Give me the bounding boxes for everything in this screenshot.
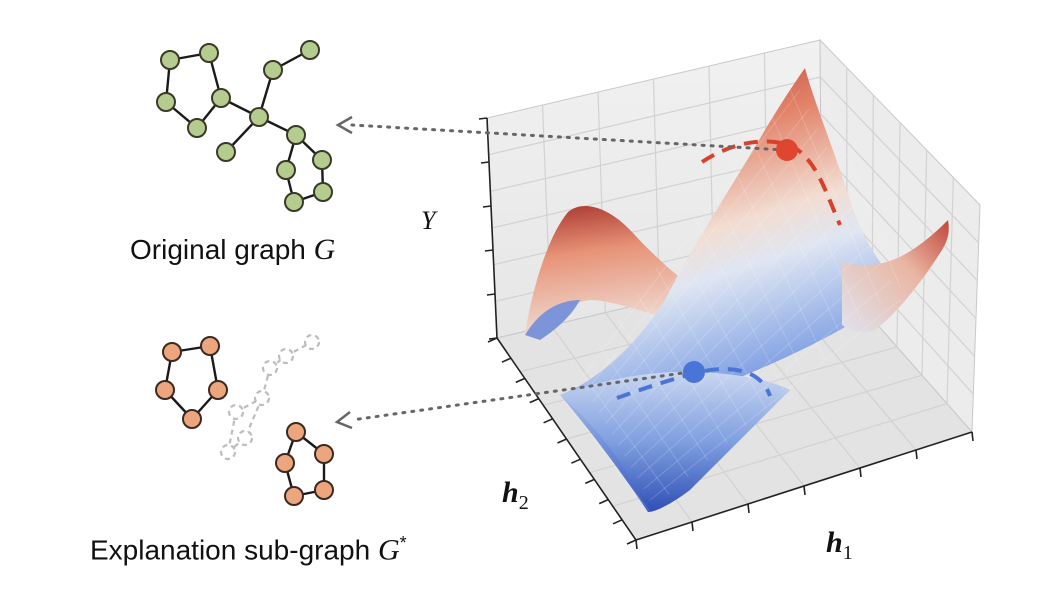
ghost-node [238, 431, 252, 445]
h2-tick [544, 419, 553, 423]
ghost-node [221, 445, 235, 459]
subgraph-node [315, 481, 333, 499]
original-caption-text: Original graph [130, 234, 314, 265]
y-tick [481, 162, 489, 163]
explanation-caption-text: Explanation sub-graph [90, 534, 378, 565]
h2-tick [613, 520, 622, 524]
h2-tick [516, 378, 525, 382]
original-graph-caption: Original graph G [130, 233, 335, 267]
h2-tick [558, 439, 567, 443]
h2-tick [571, 459, 580, 463]
explanation-caption-symbol: G [378, 533, 400, 566]
explanation-subgraph [156, 335, 333, 505]
graph-node [200, 44, 218, 62]
graph-node [313, 151, 331, 169]
subgraph-node [201, 337, 219, 355]
h2-tick [502, 358, 511, 362]
y-tick [487, 294, 495, 295]
graph-node [250, 108, 268, 126]
subgraph-node [287, 423, 305, 441]
h1-tick [748, 504, 749, 513]
y-tick [479, 118, 487, 119]
y-axis-label: Y [421, 206, 435, 236]
h1-tick [972, 432, 973, 441]
h2-tick [530, 399, 539, 403]
graph-node [264, 61, 282, 79]
graph-node [217, 143, 235, 161]
h2-label-base: h [502, 476, 519, 509]
original-caption-symbol: G [314, 233, 336, 266]
blue-point [683, 361, 705, 383]
explanation-caption-sup: * [400, 533, 407, 553]
subgraph-node [315, 445, 333, 463]
pointer-arrowhead-bottom [337, 412, 352, 428]
ghost-node [255, 391, 269, 405]
removed-part-ghost [221, 335, 319, 459]
ghost-node [263, 361, 277, 375]
graph-node [287, 126, 305, 144]
graph-node [161, 51, 179, 69]
y-tick [485, 250, 493, 251]
subgraph-node [285, 487, 303, 505]
h2-tick [585, 479, 594, 483]
h1-label-base: h [826, 526, 843, 559]
y-tick [483, 206, 491, 207]
graph-node [285, 193, 303, 211]
explanation-nodes [156, 337, 333, 505]
h1-tick [692, 522, 693, 531]
graph-node [277, 161, 295, 179]
graph-node [301, 41, 319, 59]
h1-tick [916, 450, 917, 459]
h2-tick [627, 540, 636, 544]
h1-tick [804, 486, 805, 495]
pointer-arrowhead-top [338, 117, 352, 133]
ghost-node [229, 405, 243, 419]
subgraph-node [156, 381, 174, 399]
subgraph-node [209, 381, 227, 399]
graph-node [157, 93, 175, 111]
original-graph [157, 41, 332, 211]
h1-tick [636, 540, 637, 549]
ghost-node [279, 349, 293, 363]
graph-node [188, 119, 206, 137]
h1-label-sub: 1 [843, 542, 853, 564]
red-point [776, 139, 798, 161]
h2-tick [599, 500, 608, 504]
h2-axis-label: h2 [502, 476, 529, 515]
subgraph-node [183, 410, 201, 428]
subgraph-node [276, 454, 294, 472]
original-graph-nodes [157, 41, 332, 211]
subgraph-node [163, 343, 181, 361]
h2-label-sub: 2 [519, 492, 529, 514]
h1-tick [860, 468, 861, 477]
h1-axis-label: h1 [826, 526, 853, 565]
explanation-caption: Explanation sub-graph G* [90, 533, 407, 567]
ghost-node [305, 335, 319, 349]
graph-node [314, 183, 332, 201]
graph-node [212, 89, 230, 107]
